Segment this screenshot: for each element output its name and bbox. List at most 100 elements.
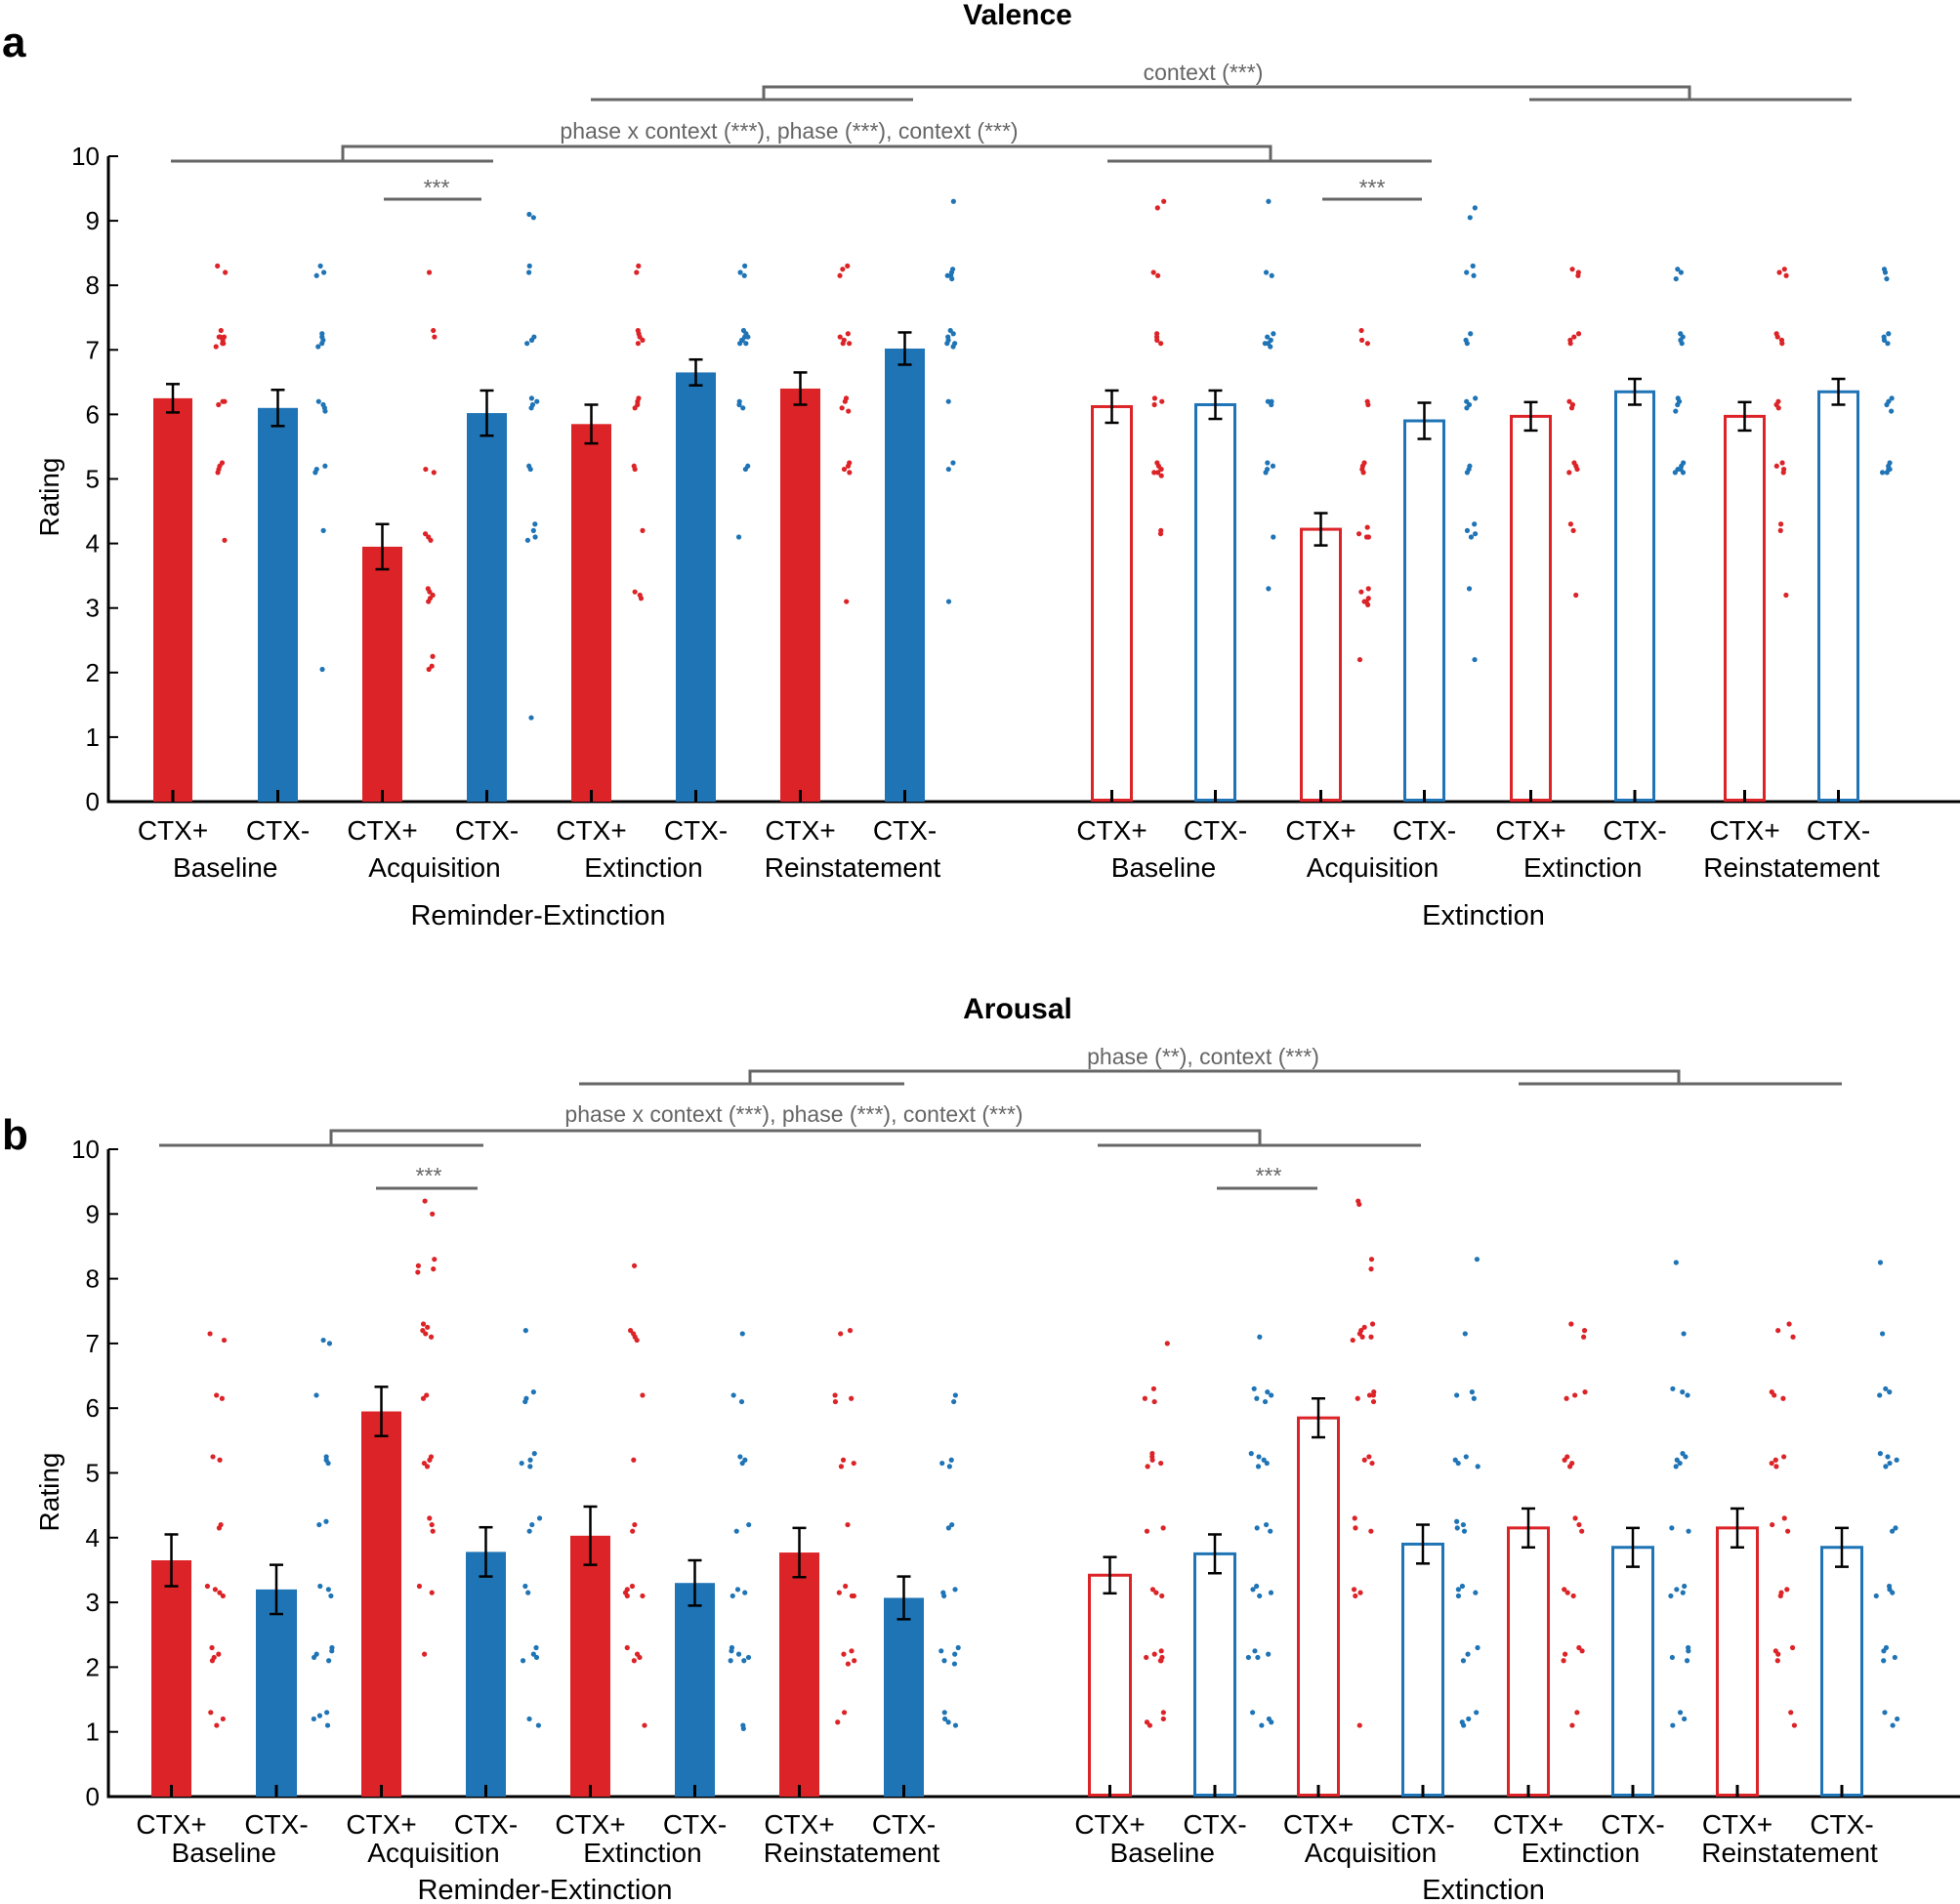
- data-point: [1889, 395, 1895, 401]
- data-point: [1568, 405, 1575, 411]
- data-point: [945, 1525, 951, 1531]
- data-point: [1474, 1710, 1480, 1716]
- data-point: [220, 1716, 226, 1722]
- data-point: [1681, 1331, 1687, 1337]
- data-point: [1160, 1710, 1166, 1716]
- data-point: [838, 1331, 844, 1337]
- data-point: [1883, 1386, 1889, 1391]
- data-point: [321, 269, 327, 275]
- y-tick-label: 7: [86, 1329, 100, 1358]
- phase-label: Reinstatement: [1703, 852, 1880, 883]
- bar: [467, 413, 507, 802]
- data-point: [1257, 1593, 1263, 1599]
- x-tick-label: CTX+: [136, 1809, 206, 1840]
- data-marks: CTX+ CTX- Baseline CTX+ CTX- Acquisition CTX+ C…: [138, 198, 1895, 883]
- data-point: [841, 466, 848, 473]
- data-point: [1777, 527, 1783, 533]
- data-point: [950, 198, 956, 204]
- data-point: [841, 1651, 847, 1657]
- data-point: [1464, 405, 1470, 411]
- data-point: [1775, 405, 1781, 411]
- data-point: [1770, 1521, 1775, 1528]
- data-point: [847, 1328, 854, 1334]
- data-point: [530, 527, 536, 533]
- data-point: [1889, 408, 1895, 414]
- data-point: [1454, 1518, 1460, 1524]
- data-point: [949, 1521, 955, 1528]
- data-point: [317, 1583, 323, 1590]
- x-tick-label: CTX+: [764, 1809, 834, 1840]
- data-point: [429, 1590, 435, 1595]
- phase-label: Baseline: [1110, 1838, 1215, 1868]
- data-point: [1366, 1454, 1372, 1460]
- data-point: [1157, 531, 1164, 537]
- x-tick-label: CTX+: [347, 815, 417, 846]
- data-point: [328, 1593, 334, 1599]
- data-point: [316, 1713, 323, 1718]
- data-point: [204, 1583, 210, 1590]
- data-point: [1360, 470, 1366, 476]
- data-point: [1472, 531, 1479, 537]
- data-point: [1669, 1525, 1675, 1531]
- data-point: [743, 341, 749, 347]
- data-point: [846, 408, 852, 414]
- data-point: [1889, 1528, 1896, 1534]
- phase-label: Acquisition: [1305, 1838, 1437, 1868]
- data-point: [527, 1464, 533, 1469]
- data-point: [1473, 1590, 1479, 1595]
- data-point: [1359, 1334, 1365, 1340]
- data-point: [1686, 1528, 1691, 1534]
- data-point: [526, 1528, 532, 1534]
- data-point: [740, 1725, 746, 1731]
- data-point: [1356, 656, 1363, 663]
- x-tick-label: CTX-: [664, 815, 728, 846]
- bar: [1611, 1546, 1654, 1797]
- data-point: [1778, 521, 1784, 527]
- data-point: [1568, 1321, 1574, 1327]
- data-point: [950, 460, 956, 466]
- bar: [1817, 390, 1859, 802]
- data-point: [844, 599, 850, 604]
- bar: [570, 1535, 610, 1797]
- data-point: [1268, 1590, 1274, 1595]
- data-point: [1680, 1590, 1686, 1595]
- data-point: [329, 1648, 335, 1654]
- data-point: [1150, 1386, 1157, 1391]
- data-point: [840, 267, 846, 272]
- data-point: [1574, 1710, 1580, 1716]
- data-point: [631, 1658, 637, 1664]
- data-point: [1882, 1710, 1888, 1716]
- data-point: [1570, 527, 1576, 533]
- data-point: [1155, 470, 1161, 476]
- data-point: [1270, 463, 1276, 469]
- data-point: [1369, 1321, 1376, 1327]
- data-point: [1271, 331, 1276, 337]
- data-point: [1680, 470, 1687, 476]
- data-point: [530, 1651, 536, 1657]
- data-point: [642, 1722, 647, 1728]
- data-point: [526, 263, 532, 269]
- data-point: [630, 1528, 636, 1534]
- data-point: [941, 1716, 948, 1722]
- phase-label: Extinction: [1522, 1838, 1640, 1868]
- data-point: [742, 1590, 748, 1595]
- x-tick-label: CTX+: [346, 1809, 416, 1840]
- data-point: [840, 341, 846, 347]
- data-point: [1879, 470, 1886, 476]
- data-point: [632, 589, 638, 595]
- data-point: [1370, 1392, 1376, 1398]
- data-point: [532, 534, 538, 540]
- data-point: [1881, 1648, 1887, 1654]
- data-point: [837, 272, 843, 278]
- data-point: [1672, 470, 1678, 476]
- data-point: [1574, 466, 1580, 473]
- data-point: [832, 1398, 839, 1405]
- data-point: [313, 470, 318, 476]
- phase-label: Reinstatement: [764, 1838, 940, 1868]
- data-point: [1358, 327, 1364, 334]
- data-point: [421, 1651, 428, 1657]
- sig-stars-right: ***: [1359, 175, 1386, 200]
- data-point: [1266, 198, 1272, 204]
- data-point: [1261, 1457, 1267, 1463]
- data-point: [1358, 337, 1365, 343]
